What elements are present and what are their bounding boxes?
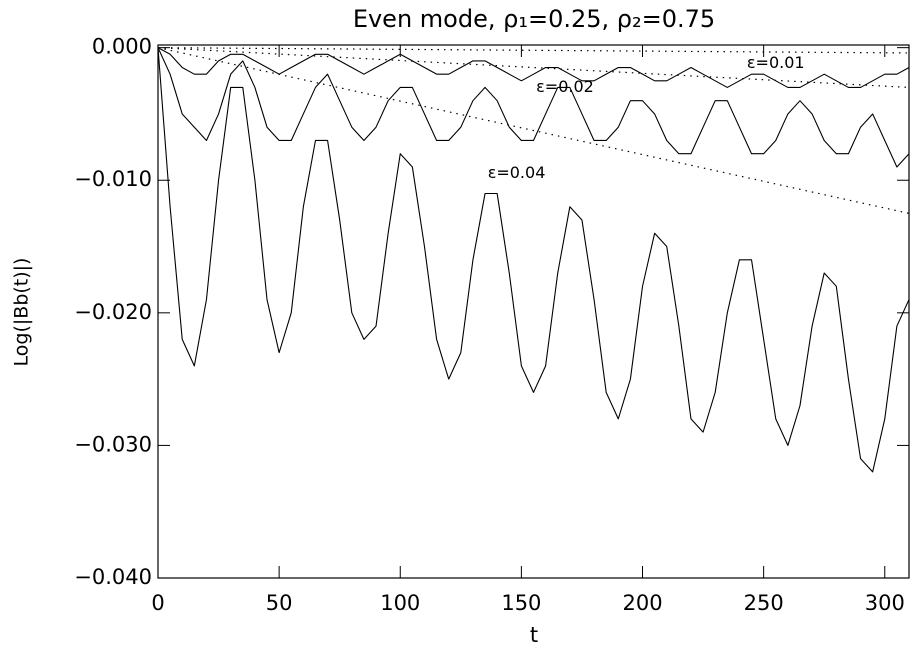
y-axis-label: Log(|Bb(t)|) xyxy=(11,258,33,367)
annotation: ε=0.04 xyxy=(488,163,546,182)
envelope-line xyxy=(157,47,910,214)
x-tick-label: 100 xyxy=(380,591,420,615)
y-tick-label: −0.030 xyxy=(74,432,152,456)
y-tick-label: −0.040 xyxy=(74,565,152,589)
x-tick-label: 0 xyxy=(151,591,164,615)
data-line xyxy=(157,47,910,88)
data-line xyxy=(157,47,910,168)
x-axis-label: t xyxy=(530,623,538,647)
chart-title: Even mode, ρ₁=0.25, ρ₂=0.75 xyxy=(353,5,715,33)
annotation: ε=0.01 xyxy=(747,53,805,72)
y-tick-label: −0.020 xyxy=(74,300,152,324)
plot-frame xyxy=(157,44,910,579)
y-tick-label: −0.010 xyxy=(74,167,152,191)
y-tick-label: 0.000 xyxy=(92,35,152,59)
annotation: ε=0.02 xyxy=(536,77,594,96)
data-line xyxy=(157,47,910,473)
x-tick-label: 150 xyxy=(501,591,541,615)
x-tick-label: 200 xyxy=(622,591,662,615)
x-tick-label: 250 xyxy=(744,591,784,615)
x-tick-label: 50 xyxy=(266,591,293,615)
x-tick-label: 300 xyxy=(865,591,905,615)
